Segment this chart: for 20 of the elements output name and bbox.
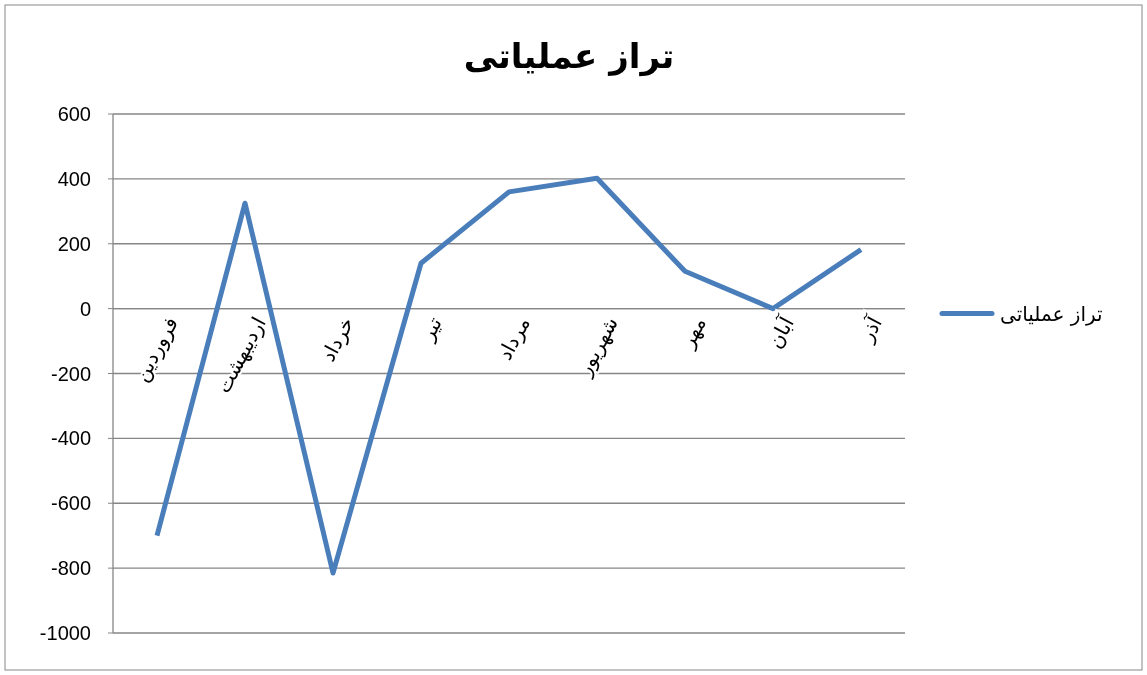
x-tick-label: تیر (414, 312, 447, 345)
y-tick-label: 200 (57, 232, 91, 255)
x-tick-label: آبان (761, 311, 800, 353)
chart-title: تراز عملیاتی (463, 36, 675, 77)
legend-label: تراز عملیاتی (1000, 301, 1103, 326)
y-tick-label: -800 (50, 557, 91, 580)
x-tick-label: خرداد (315, 312, 359, 366)
y-tick-label: -400 (50, 427, 91, 450)
x-tick-label: مرداد (492, 312, 535, 364)
y-tick-label: 600 (57, 103, 91, 125)
x-tick-label: مهر (674, 312, 711, 353)
x-tick-label: آذر (852, 311, 888, 347)
x-tick-label: اردیبهشت (210, 312, 271, 397)
y-tick-label: 400 (57, 167, 91, 190)
x-tick-label: شهریور (571, 312, 623, 381)
x-tick-label: فروردین (128, 312, 183, 386)
y-tick-label: 0 (79, 297, 91, 320)
y-tick-label: -200 (50, 362, 91, 385)
y-tick-label: -1000 (39, 622, 91, 644)
y-tick-label: -600 (50, 492, 91, 515)
